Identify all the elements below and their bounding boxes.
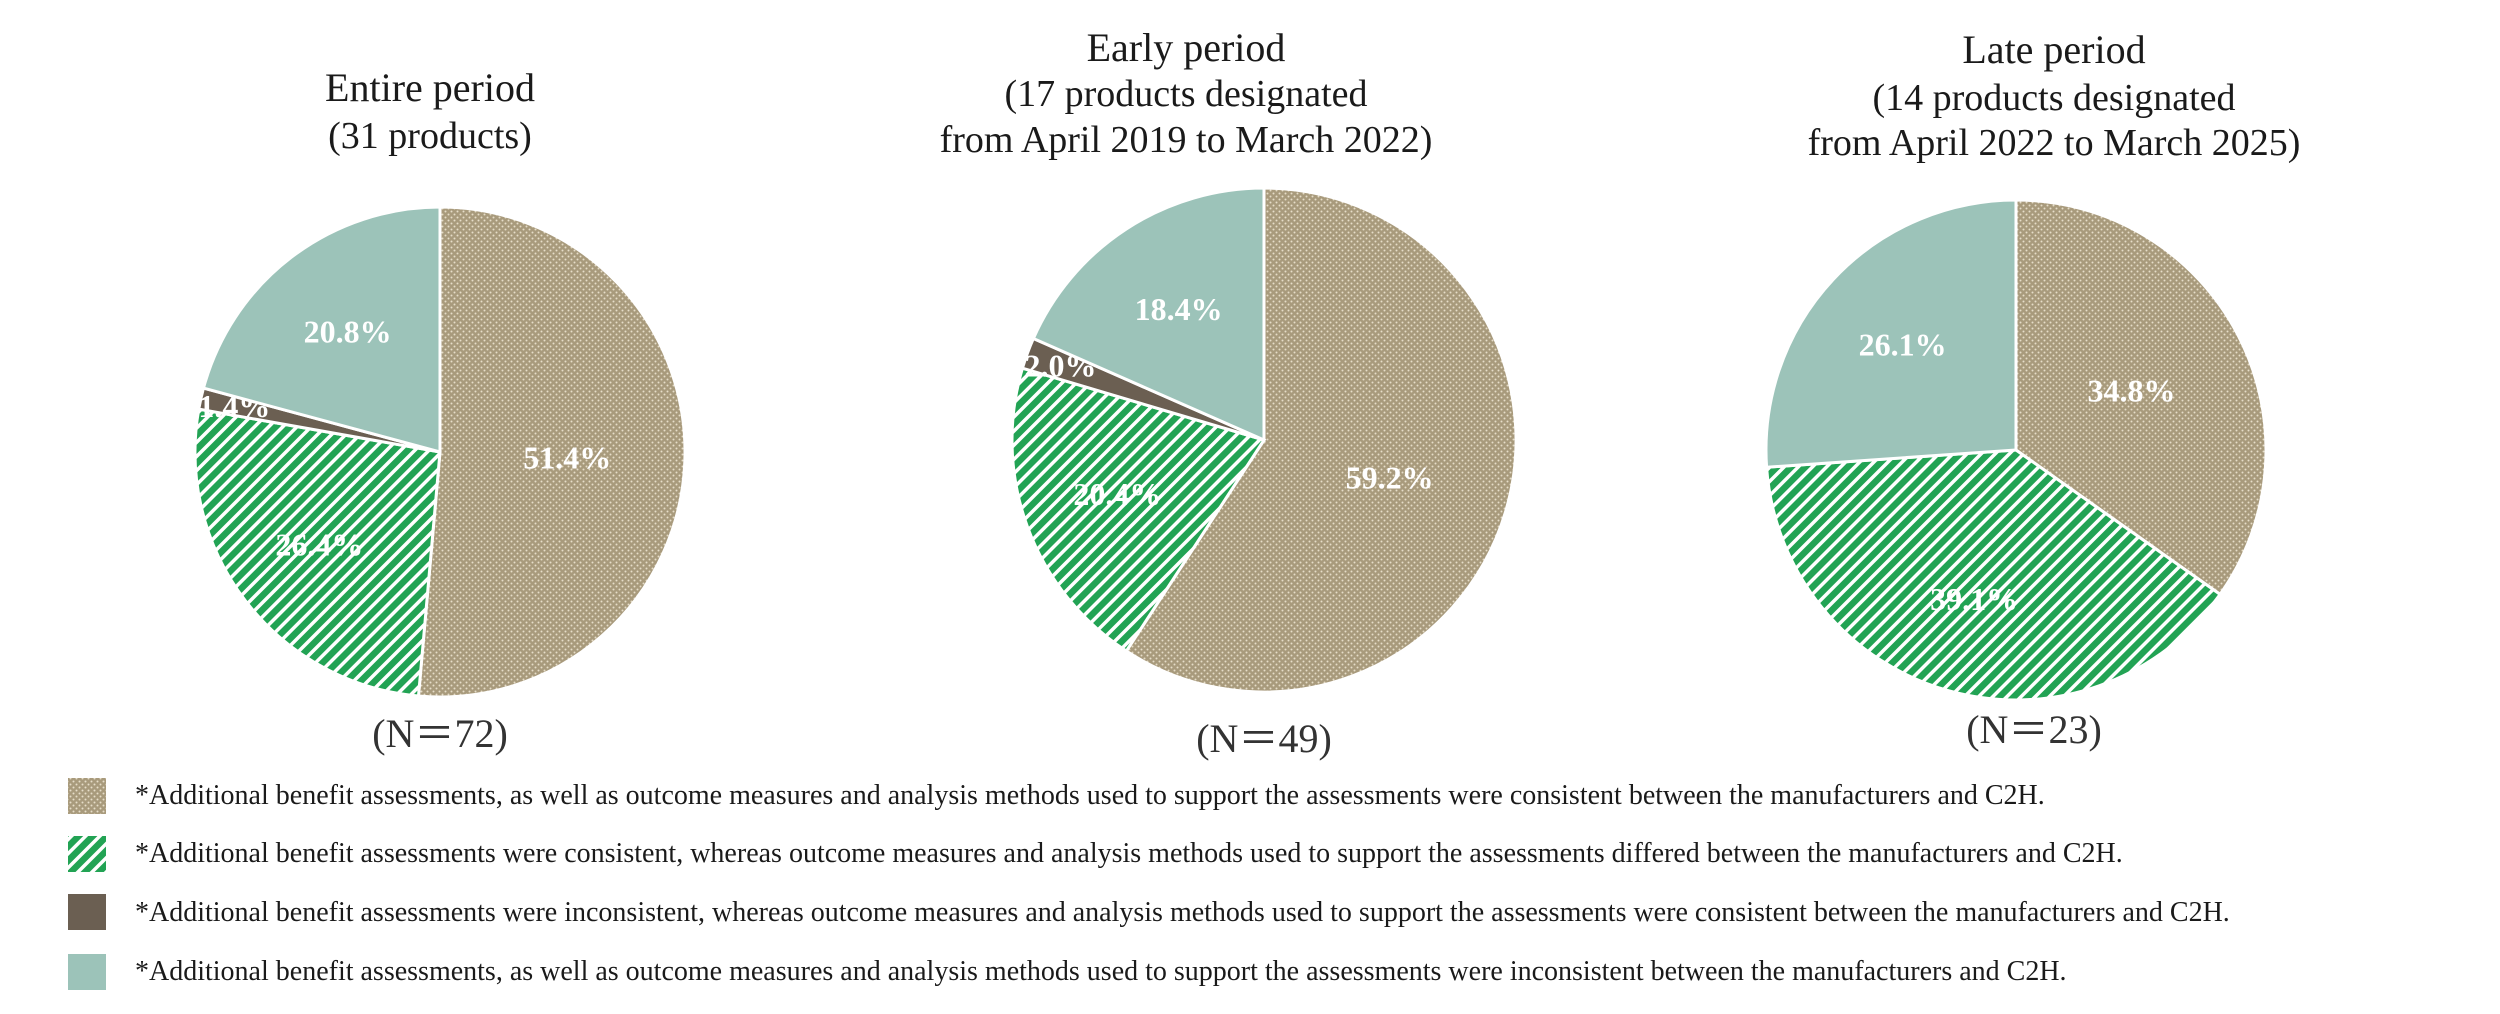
legend-swatch-striped (68, 836, 106, 872)
sample-size-label: (N＝23) (1966, 707, 2102, 752)
pie-chart-late-period: Late period (14 products designated from… (1764, 27, 2301, 752)
pie-slice-consistent (1124, 186, 1518, 694)
pie-slice-outcome-differed (1764, 448, 2223, 702)
slice-percentage-label: 51.4% (523, 440, 611, 476)
slice-percentage-label: 26.4% (275, 526, 363, 562)
pie-slice-all-inconsistent (1031, 186, 1266, 443)
pie-slice-outcome-differed (193, 407, 442, 698)
slice-percentage-label: 20.8% (304, 313, 392, 349)
legend-swatch-dark (68, 894, 106, 930)
legend: *Additional benefit assessments, as well… (68, 778, 2230, 990)
chart-subtitle-line: from April 2019 to March 2022) (940, 119, 1433, 161)
legend-item: *Additional benefit assessments were con… (68, 836, 2123, 872)
pie-chart-early-period: Early period (17 products designated fro… (940, 25, 1518, 761)
sample-size-label: (N＝49) (1196, 716, 1332, 761)
legend-label: *Additional benefit assessments were con… (135, 838, 2123, 869)
chart-title: Early period (1087, 25, 1286, 70)
chart-subtitle-line: (14 products designated (1872, 77, 2235, 119)
slice-percentage-label: 39.1% (1930, 581, 2018, 617)
chart-title: Entire period (325, 65, 535, 110)
slice-percentage-label: 26.1% (1859, 326, 1947, 362)
slice-percentage-label: 18.4% (1135, 291, 1223, 327)
slice-percentage-label: 59.2% (1346, 459, 1434, 495)
legend-swatch-teal (68, 954, 106, 990)
pie-chart-entire-period: Entire period (31 products) 51.4%26.4%1.… (193, 65, 687, 756)
pie-slice-all-inconsistent (201, 205, 442, 454)
legend-label: *Additional benefit assessments, as well… (135, 956, 2067, 987)
slice-percentage-label: 20.4% (1073, 476, 1161, 512)
legend-label: *Additional benefit assessments, as well… (135, 780, 2045, 811)
slice-percentage-label: 34.8% (2087, 372, 2175, 408)
pie-slice-all-inconsistent (1764, 198, 2018, 469)
legend-item: *Additional benefit assessments, as well… (68, 778, 2045, 814)
chart-title: Late period (1962, 27, 2145, 72)
pie-slice-consistent (2014, 198, 2268, 597)
pie-slice-outcome-differed (1010, 366, 1267, 654)
legend-item: *Additional benefit assessments were inc… (68, 894, 2230, 930)
chart-subtitle-line: (31 products) (328, 115, 532, 157)
legend-item: *Additional benefit assessments, as well… (68, 954, 2067, 990)
legend-label: *Additional benefit assessments were inc… (135, 897, 2230, 928)
sample-size-label: (N＝72) (372, 711, 508, 756)
chart-subtitle-line: (17 products designated (1004, 73, 1367, 115)
chart-subtitle-line: from April 2022 to March 2025) (1808, 122, 2301, 164)
pie-slice-consistent (416, 205, 687, 699)
legend-swatch-dotted (68, 778, 106, 814)
